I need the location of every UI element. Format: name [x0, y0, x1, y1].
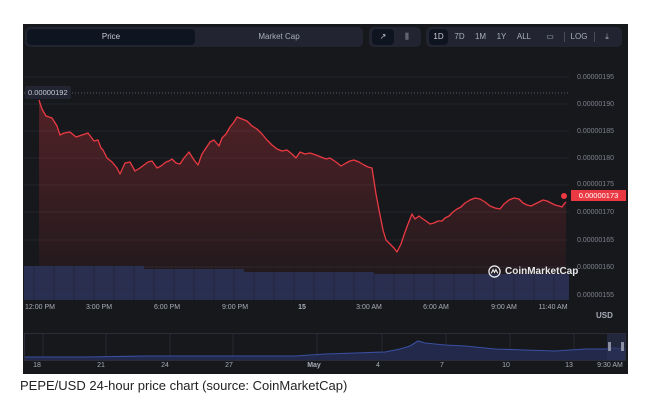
range-7d[interactable]: 7D [454, 32, 465, 41]
price-line [38, 99, 567, 253]
price-plot-area[interactable] [24, 64, 569, 300]
range-1y[interactable]: 1Y [496, 32, 507, 41]
navigator-tick: 24 [161, 362, 169, 369]
navigator-tick: 4 [376, 362, 380, 369]
range-selector: 1D 7D 1M 1Y ALL ▭ LOG ⤓ [426, 27, 622, 47]
y-tick: 0.00000170 [577, 209, 614, 216]
y-tick: 0.00000160 [577, 264, 614, 271]
current-price-dot [561, 193, 567, 199]
navigator-tick: 21 [97, 362, 105, 369]
navigator-left-handle [608, 342, 611, 351]
chart-type-toggle: ↗ ⫼ [369, 27, 421, 47]
x-axis: 12:00 PM 3:00 PM 6:00 PM 9:00 PM 15 3:00… [23, 304, 571, 318]
y-tick: 0.00000165 [577, 237, 614, 244]
tab-price[interactable]: Price [27, 29, 195, 45]
navigator-tick: 7 [440, 362, 444, 369]
y-axis: 0.00000195 0.00000190 0.00000185 0.00000… [571, 64, 628, 324]
navigator-selection [607, 334, 625, 360]
navigator-chart [25, 334, 625, 360]
divider [564, 32, 565, 42]
y-tick: 0.00000180 [577, 155, 614, 162]
figure-caption: PEPE/USD 24-hour price chart (source: Co… [20, 378, 348, 393]
coinmarketcap-watermark: CoinMarketCap [488, 265, 578, 278]
high-price-badge: 0.00000192 [25, 86, 71, 99]
tab-market-cap[interactable]: Market Cap [258, 32, 300, 41]
x-tick: 6:00 AM [423, 304, 449, 311]
navigator-tick: 18 [33, 362, 41, 369]
candlestick-icon[interactable]: ⫼ [405, 32, 409, 41]
y-tick: 0.00000195 [577, 74, 614, 81]
navigator-tick: 13 [565, 362, 573, 369]
download-icon[interactable]: ⤓ [605, 32, 609, 41]
currency-label: USD [596, 311, 613, 320]
line-chart-icon[interactable]: ↗ [372, 29, 394, 45]
divider [594, 32, 595, 42]
chart-toolbar: Price Market Cap ↗ ⫼ 1D 7D 1M 1Y ALL ▭ L… [23, 24, 628, 52]
brand-name: CoinMarketCap [505, 266, 579, 277]
x-tick: 3:00 AM [356, 304, 382, 311]
navigator-tick: 9:30 AM [597, 362, 623, 369]
navigator-tick: May [307, 362, 321, 369]
current-price-badge: 0.00000173 [571, 190, 626, 201]
range-all[interactable]: ALL [516, 32, 532, 41]
y-tick: 0.00000175 [577, 181, 614, 188]
calendar-icon[interactable]: ▭ [546, 32, 554, 41]
log-scale-button[interactable]: LOG [570, 32, 588, 41]
x-tick: 9:00 AM [491, 304, 517, 311]
y-tick: 0.00000185 [577, 128, 614, 135]
range-1d[interactable]: 1D [429, 29, 448, 45]
navigator-tick: 10 [502, 362, 510, 369]
coinmarketcap-logo-icon [488, 265, 501, 278]
x-tick: 11:40 AM [538, 304, 568, 311]
view-toggle: Price Market Cap [25, 27, 363, 47]
x-tick: 12:00 PM [25, 304, 55, 311]
x-tick: 9:00 PM [221, 304, 249, 311]
range-1m[interactable]: 1M [474, 32, 487, 41]
chart-frame: Price Market Cap ↗ ⫼ 1D 7D 1M 1Y ALL ▭ L… [23, 24, 628, 374]
range-navigator[interactable] [24, 333, 626, 361]
navigator-axis: 18 21 24 27 May 4 7 10 13 9:30 AM [23, 362, 628, 374]
price-line-chart [24, 76, 569, 300]
navigator-right-handle [621, 342, 624, 351]
navigator-tick: 27 [225, 362, 233, 369]
x-tick: 15 [298, 304, 306, 311]
x-tick: 3:00 PM [85, 304, 113, 311]
y-tick: 0.00000190 [577, 101, 614, 108]
y-tick: 0.00000155 [577, 292, 614, 299]
x-tick: 6:00 PM [153, 304, 181, 311]
